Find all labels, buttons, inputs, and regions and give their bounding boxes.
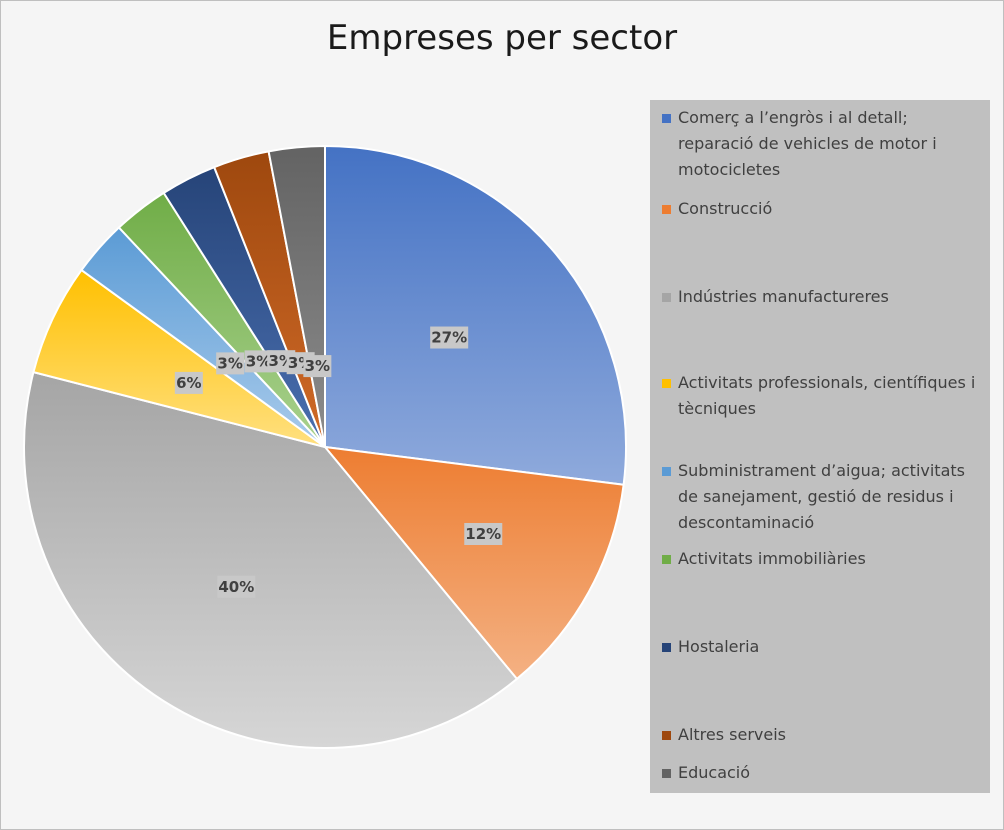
legend-swatch [662,205,671,214]
legend-entry: Indústries manufactureres [662,284,982,310]
pie-slice [322,445,625,681]
data-label: 27% [431,329,467,347]
legend-entry: Educació [662,760,982,786]
data-label-box [303,355,332,378]
legend: Comerç a l’engròs i al detall; reparació… [650,100,990,793]
legend-entry: Construcció [662,196,982,222]
data-label-box [430,326,469,349]
pie-slice [23,370,519,749]
legend-entry: Activitats immobiliàries [662,546,982,572]
legend-label: Activitats immobiliàries [678,549,866,568]
data-label: 3% [246,352,271,370]
legend-entry: Altres serveis [662,722,982,748]
chart-title: Empreses per sector [326,18,678,58]
legend-label: Activitats professionals, científiques i… [678,373,976,418]
data-label: 12% [465,525,501,543]
legend-label: Construcció [678,199,773,218]
legend-label: Comerç a l’engròs i al detall; reparació… [678,108,937,179]
legend-label: Subministrament d’aigua; activitats de s… [678,461,965,532]
pie-slice [324,144,627,486]
data-label-box [244,350,273,373]
legend-label: Altres serveis [678,725,787,744]
data-label-box [464,523,503,546]
pie-data-labels: 27%12%40%6%3% 3%3%3%3% [174,326,503,598]
legend-swatch [662,731,671,740]
data-label-box [217,575,256,598]
legend-swatch [662,293,671,302]
data-label-box [216,352,245,375]
legend-entry: Hostaleria [662,634,982,660]
legend-entry: Activitats professionals, científiques i… [662,370,982,422]
legend-label: Educació [678,763,751,782]
legend-entry: Comerç a l’engròs i al detall; reparació… [662,105,982,183]
legend-swatch [662,769,671,778]
legend-swatch [662,379,671,388]
data-label: 40% [218,578,254,596]
legend-swatch [662,643,671,652]
data-label: 3% [305,357,330,375]
legend-swatch [662,555,671,564]
data-label: 6% [176,374,201,392]
legend-swatch [662,114,671,123]
legend-entry: Subministrament d’aigua; activitats de s… [662,458,982,536]
data-label-box [174,371,203,394]
legend-label: Hostaleria [678,637,760,656]
data-label: 3% [217,354,242,372]
legend-label: Indústries manufactureres [678,287,889,306]
legend-swatch [662,467,671,476]
pie-slices [23,144,627,749]
